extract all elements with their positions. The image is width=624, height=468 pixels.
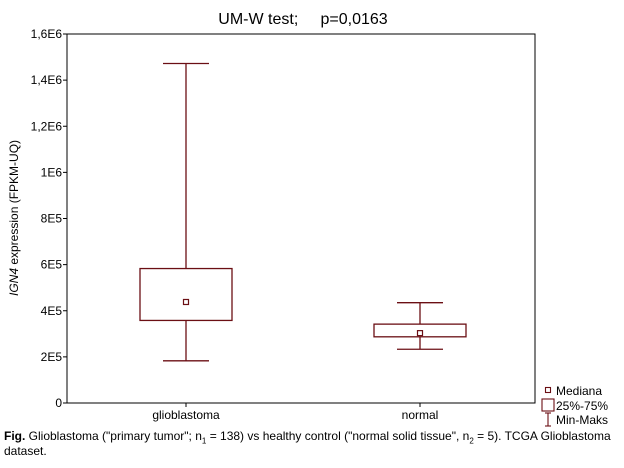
legend-median-swatch	[544, 386, 552, 394]
legend-median-label: Mediana	[556, 384, 602, 398]
plot-area	[66, 33, 536, 404]
y-tick-label: 1E6	[41, 165, 63, 179]
caption-fig-label: Fig.	[4, 429, 26, 443]
legend-range-label: Min-Maks	[556, 413, 608, 427]
y-tick-label: 1,2E6	[31, 119, 63, 133]
y-tick-label: 1,4E6	[31, 73, 63, 87]
y-axis-label-gene: IGN4	[7, 268, 21, 296]
y-tick-label: 1,6E6	[31, 27, 63, 41]
y-tick-label: 0	[55, 396, 62, 410]
y-tick-label: 8E5	[41, 212, 63, 226]
x-tick-label: glioblastoma	[152, 408, 220, 422]
y-axis-label-unit: expression (FPKM-UQ)	[7, 140, 21, 268]
median-marker	[416, 330, 424, 337]
boxplot-chart: UM-W test; p=0,0163 0 2E5 4E5 6E5 8E5 1E6 1,2E…	[7, 11, 608, 427]
x-tick-label: normal	[402, 408, 439, 422]
box-glioblastoma	[139, 62, 233, 362]
y-tick-label: 6E5	[41, 258, 63, 272]
legend-iqr-swatch	[541, 398, 555, 412]
y-tick-label: 2E5	[41, 350, 63, 364]
legend-iqr-label: 25%-75%	[556, 399, 608, 413]
x-axis: glioblastoma normal	[152, 403, 438, 422]
box-series	[139, 62, 467, 362]
median-marker	[182, 298, 190, 306]
figure-caption: Fig. Glioblastoma ("primary tumor"; n1 =…	[4, 429, 611, 458]
chart-title: UM-W test; p=0,0163	[218, 11, 388, 28]
box-iqr	[139, 267, 233, 322]
y-axis-label: IGN4 expression (FPKM-UQ)	[7, 140, 21, 296]
box-normal	[373, 302, 467, 350]
y-axis: 0 2E5 4E5 6E5 8E5 1E6 1,2E6 1,4E6 1,6E6	[31, 27, 67, 410]
y-tick-label: 4E5	[41, 304, 63, 318]
